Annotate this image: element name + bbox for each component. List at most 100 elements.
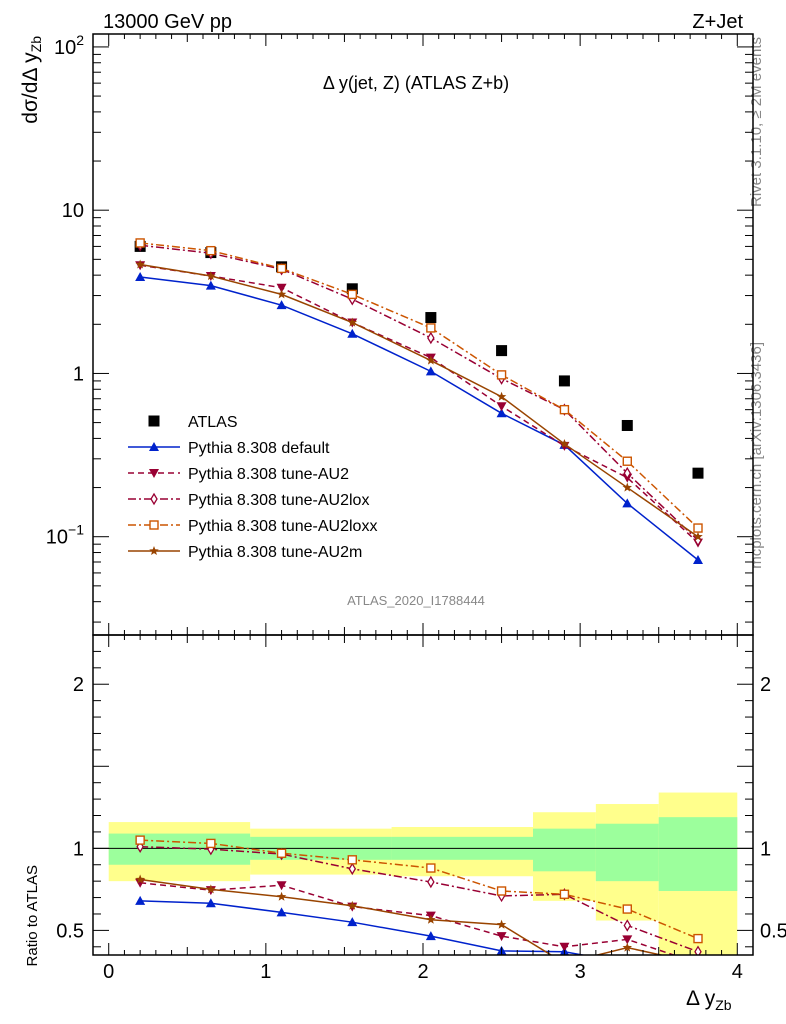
legend-marker bbox=[149, 442, 159, 451]
ratio-band-green bbox=[108, 833, 251, 865]
legend-marker bbox=[150, 492, 158, 506]
data-point bbox=[347, 328, 358, 338]
data-point bbox=[346, 283, 358, 295]
data-point bbox=[425, 931, 436, 941]
data-point bbox=[559, 438, 570, 448]
data-point bbox=[559, 889, 570, 899]
data-point bbox=[206, 838, 216, 849]
legend-entry: Pythia 8.308 tune-AU2lox bbox=[128, 492, 369, 509]
data-point bbox=[622, 904, 632, 914]
data-point bbox=[427, 331, 435, 345]
data-point bbox=[559, 942, 570, 952]
data-point bbox=[348, 862, 357, 876]
ratio-y-tick-label: 0.5 bbox=[56, 920, 84, 942]
data-point bbox=[347, 855, 357, 865]
y-axis-label: dσ/dΔ yZb bbox=[19, 36, 44, 124]
data-point bbox=[426, 355, 436, 365]
data-point bbox=[276, 289, 287, 299]
legend-marker bbox=[148, 415, 160, 427]
mcplots-label: mcplots.cern.ch [arXiv:1306.3436] bbox=[748, 342, 765, 569]
data-point bbox=[693, 958, 703, 967]
data-point bbox=[693, 531, 703, 541]
data-point bbox=[206, 245, 216, 256]
data-point bbox=[622, 935, 633, 945]
legend-entry: ATLAS bbox=[148, 414, 238, 431]
legend-entry: Pythia 8.308 tune-AU2 bbox=[128, 466, 349, 483]
data-point bbox=[496, 886, 507, 896]
data-point bbox=[692, 467, 704, 479]
legend-label: ATLAS bbox=[188, 414, 238, 431]
data-point bbox=[694, 945, 702, 955]
data-point bbox=[135, 895, 146, 905]
header-left: 13000 GeV pp bbox=[103, 11, 232, 33]
data-point bbox=[276, 907, 287, 917]
data-point bbox=[693, 961, 703, 970]
data-point bbox=[622, 482, 633, 492]
legend: ATLAS Pythia 8.308 default Pythia 8.308 tu… bbox=[128, 414, 377, 561]
data-point bbox=[496, 408, 507, 418]
x-tick-label: 1 bbox=[260, 961, 271, 983]
tick-labels: 0 1 2 3 4 10−1 1 10 102 0.5 0.5 1 1 2 2 bbox=[46, 32, 786, 983]
legend-marker bbox=[149, 469, 159, 478]
ratio-band-green bbox=[533, 828, 596, 872]
data-point bbox=[347, 317, 358, 327]
data-point bbox=[276, 283, 287, 293]
series-ratio-4 bbox=[135, 874, 703, 967]
y-tick-label: 1 bbox=[73, 363, 84, 385]
data-point bbox=[206, 271, 216, 281]
data-point bbox=[622, 942, 633, 952]
data-point bbox=[425, 312, 437, 324]
x-tick-label: 3 bbox=[575, 961, 586, 983]
y-tick-label: 10−1 bbox=[46, 522, 84, 549]
y-tick-label: 102 bbox=[54, 32, 84, 59]
data-point bbox=[496, 391, 507, 401]
data-point bbox=[135, 271, 146, 281]
ratio-y-tick-label: 1 bbox=[73, 838, 84, 860]
legend-label: Pythia 8.308 tune-AU2loxx bbox=[188, 518, 377, 535]
data-point bbox=[135, 878, 146, 888]
series-line bbox=[140, 242, 699, 529]
analysis-watermark: ATLAS_2020_I1788444 bbox=[347, 593, 485, 608]
series-ratio-0 bbox=[135, 895, 703, 970]
series-ratio-3 bbox=[135, 835, 703, 944]
data-point bbox=[621, 419, 633, 431]
data-point bbox=[426, 914, 436, 924]
data-point bbox=[622, 958, 632, 967]
data-point bbox=[205, 898, 216, 908]
data-point bbox=[206, 884, 216, 894]
data-point bbox=[560, 958, 570, 967]
data-point bbox=[347, 917, 358, 927]
x-tick-label: 4 bbox=[732, 961, 743, 983]
data-point bbox=[347, 900, 358, 910]
data-point bbox=[622, 498, 633, 508]
data-point bbox=[693, 554, 703, 564]
ratio-y-tick-label: 2 bbox=[73, 674, 84, 696]
data-point bbox=[496, 919, 507, 929]
ratio-series bbox=[135, 835, 703, 970]
axis-ticks bbox=[93, 34, 753, 955]
series-main-4 bbox=[135, 238, 703, 533]
data-point bbox=[276, 848, 287, 858]
data-point bbox=[558, 375, 570, 387]
plot-title: Δ y(jet, Z) (ATLAS Z+b) bbox=[323, 73, 509, 93]
y-tick-label: 10 bbox=[62, 200, 84, 222]
data-point bbox=[347, 289, 357, 300]
data-point bbox=[426, 323, 436, 333]
ratio-axis-label: Ratio to ATLAS bbox=[24, 865, 41, 966]
data-point bbox=[205, 280, 216, 290]
data-point bbox=[426, 863, 436, 873]
data-point bbox=[496, 402, 507, 412]
main-series bbox=[134, 238, 704, 564]
data-point bbox=[427, 875, 435, 889]
ratio-band-green bbox=[658, 817, 738, 891]
legend-label: Pythia 8.308 default bbox=[188, 440, 330, 457]
data-point bbox=[693, 523, 703, 533]
header-right: Z+Jet bbox=[692, 11, 743, 33]
data-point bbox=[276, 881, 287, 891]
data-point bbox=[276, 300, 287, 310]
data-point bbox=[559, 404, 570, 415]
data-point bbox=[496, 345, 508, 357]
legend-marker bbox=[149, 546, 159, 556]
data-point bbox=[135, 835, 145, 845]
data-point bbox=[276, 263, 287, 274]
